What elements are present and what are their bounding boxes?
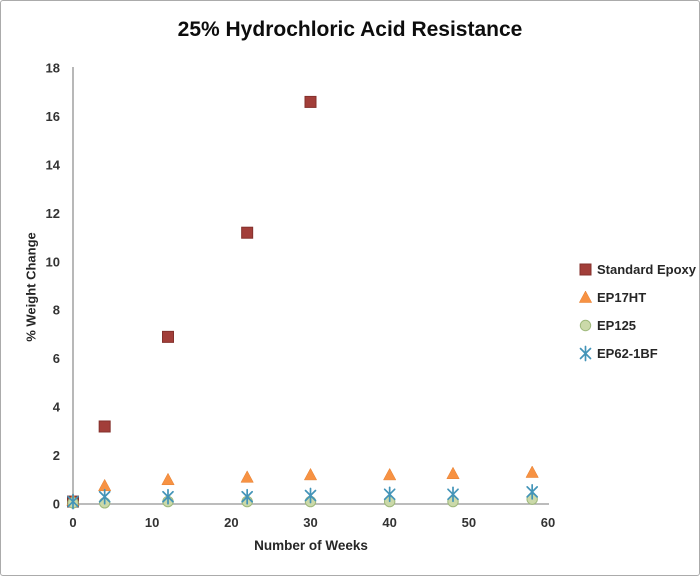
- x-tick-label: 60: [541, 515, 555, 530]
- data-point-triangle: [161, 472, 175, 486]
- data-point-asterisk: [98, 488, 111, 505]
- data-point-asterisk: [67, 493, 79, 510]
- x-axis-title: Number of Weeks: [254, 538, 368, 553]
- asterisk-legend-marker-icon: [579, 345, 592, 362]
- legend-item-standard-epoxy: Standard Epoxy: [577, 261, 696, 278]
- x-tick-label: 40: [382, 515, 396, 530]
- y-tick-label: 6: [53, 351, 60, 366]
- square-legend-marker-icon: [579, 263, 592, 276]
- legend: Standard Epoxy EP17HT EP125 EP62-1BF: [577, 261, 696, 362]
- y-tick-label: 2: [53, 448, 60, 463]
- data-point-square: [241, 226, 254, 239]
- x-tick-label: 20: [224, 515, 238, 530]
- data-point-square: [579, 263, 592, 276]
- data-point-triangle: [446, 466, 460, 479]
- series-standard-epoxy: [67, 95, 317, 508]
- data-point-circle: [579, 319, 592, 332]
- circle-legend-marker-icon: [579, 319, 592, 332]
- data-point-asterisk: [447, 486, 459, 503]
- data-point-triangle: [383, 467, 397, 481]
- data-point-asterisk: [241, 488, 254, 505]
- y-tick-label: 4: [53, 400, 61, 415]
- series-ep17ht: [66, 465, 539, 506]
- series-ep62-1bf: [67, 484, 539, 510]
- triangle-legend-marker-icon: [578, 290, 593, 303]
- legend-label: EP17HT: [597, 290, 647, 305]
- series-ep125: [67, 493, 538, 509]
- y-tick-label: 18: [46, 61, 60, 76]
- data-point-triangle: [525, 465, 539, 478]
- y-tick-label: 12: [46, 206, 60, 221]
- legend-label: EP62-1BF: [597, 346, 658, 361]
- chart-title: 25% Hydrochloric Acid Resistance: [177, 18, 523, 41]
- y-tick-label: 10: [46, 254, 60, 269]
- data-point-triangle: [240, 470, 254, 483]
- legend-item-ep62-1bf: EP62-1BF: [577, 345, 696, 362]
- x-tick-label: 0: [69, 515, 76, 530]
- x-tick-label: 50: [462, 515, 476, 530]
- data-point-square: [98, 420, 111, 433]
- data-point-asterisk: [304, 487, 317, 504]
- legend-label: Standard Epoxy: [597, 262, 696, 277]
- data-point-triangle: [578, 290, 593, 303]
- data-point-asterisk: [526, 484, 539, 500]
- x-tick-label: 30: [303, 515, 317, 530]
- data-point-square: [304, 95, 317, 108]
- legend-item-ep17ht: EP17HT: [577, 289, 696, 306]
- y-tick-label: 14: [46, 157, 61, 172]
- data-point-asterisk: [162, 488, 174, 505]
- legend-label: EP125: [597, 318, 637, 333]
- legend-item-ep125: EP125: [577, 317, 696, 334]
- y-tick-label: 8: [53, 303, 60, 318]
- data-point-asterisk: [579, 345, 592, 362]
- y-tick-label: 16: [46, 109, 60, 124]
- y-tick-label: 0: [53, 497, 60, 512]
- data-point-triangle: [303, 467, 318, 481]
- data-point-square: [162, 330, 174, 343]
- data-point-asterisk: [383, 486, 396, 503]
- x-tick-label: 10: [145, 515, 159, 530]
